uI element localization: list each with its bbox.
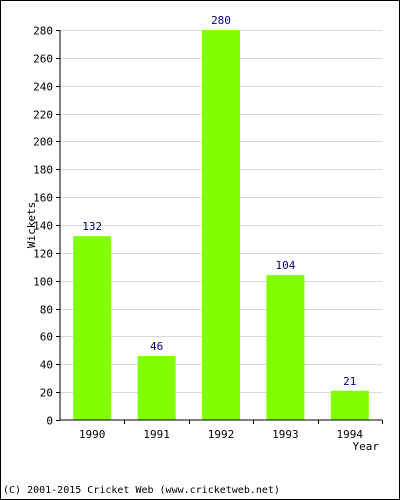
data-label: 46 [150,340,163,353]
data-label: 280 [211,14,231,27]
y-ticks: 0 20 40 60 80 100 120 140 160 180 200 220 240 260 280 [33,25,60,428]
y-tick-label: 100 [33,276,53,289]
y-tick-label: 140 [33,220,53,233]
bar [202,30,240,420]
data-label: 104 [275,259,295,272]
x-tick-label: 1991 [143,428,170,441]
data-labels: 132 46 280 104 21 [82,14,356,388]
y-axis-title: Wickets [25,202,38,248]
x-tick-label: 1992 [208,428,235,441]
y-tick-label: 0 [46,415,53,428]
bar [330,390,369,420]
y-tick-label: 180 [33,164,53,177]
y-tick-label: 120 [33,248,53,261]
x-tick-label: 1993 [272,428,299,441]
bars [73,30,369,420]
y-tick-label: 280 [33,25,53,38]
y-tick-label: 160 [33,192,53,205]
y-tick-label: 240 [33,81,53,94]
y-tick-label: 260 [33,53,53,66]
x-axis-title: Year [353,440,380,453]
y-tick-label: 220 [33,109,53,122]
x-tick-label: 1990 [79,428,106,441]
bar [266,275,305,420]
bar [73,236,112,420]
data-label: 132 [82,220,102,233]
y-tick-label: 40 [40,359,53,372]
data-label: 21 [343,375,356,388]
y-tick-label: 60 [40,331,53,344]
copyright-footer: (C) 2001-2015 Cricket Web (www.cricketwe… [3,485,280,496]
y-tick-label: 80 [40,304,53,317]
y-tick-label: 20 [40,387,53,400]
x-tick-label: 1994 [337,428,364,441]
y-tick-label: 200 [33,136,53,149]
bar [137,355,176,420]
x-ticks: 1990 1991 1992 1993 1994 [79,420,383,441]
